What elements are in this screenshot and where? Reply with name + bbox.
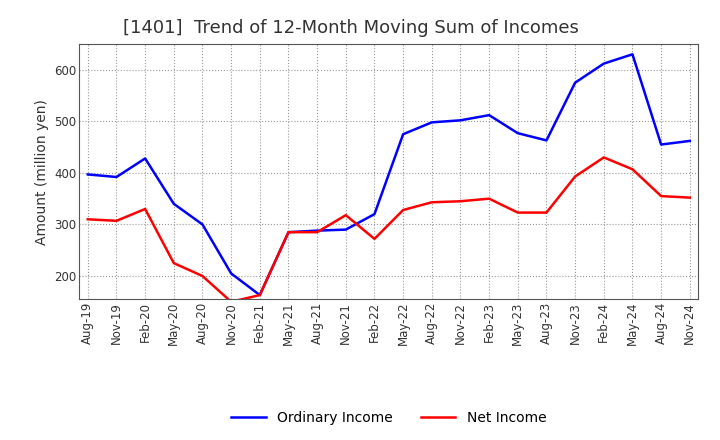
Net Income [227,299,235,304]
Text: [1401]  Trend of 12-Month Moving Sum of Incomes: [1401] Trend of 12-Month Moving Sum of I… [122,19,578,37]
Net Income [600,155,608,160]
Ordinary Income [600,61,608,66]
Net Income [341,213,350,218]
Net Income [370,236,379,242]
Net Income [657,194,665,199]
Net Income [169,260,178,266]
Line: Net Income: Net Income [88,158,690,302]
Ordinary Income [456,117,465,123]
Ordinary Income [169,201,178,206]
Ordinary Income [513,131,522,136]
Ordinary Income [112,174,121,180]
Ordinary Income [370,212,379,217]
Ordinary Income [198,222,207,227]
Net Income [84,216,92,222]
Net Income [312,230,321,235]
Net Income [542,210,551,215]
Ordinary Income [657,142,665,147]
Net Income [284,230,293,235]
Ordinary Income [312,228,321,233]
Ordinary Income [685,138,694,143]
Net Income [399,207,408,213]
Line: Ordinary Income: Ordinary Income [88,54,690,295]
Ordinary Income [542,138,551,143]
Net Income [485,196,493,202]
Y-axis label: Amount (million yen): Amount (million yen) [35,99,49,245]
Ordinary Income [227,271,235,276]
Ordinary Income [571,80,580,85]
Net Income [571,174,580,179]
Net Income [628,167,636,172]
Ordinary Income [284,230,293,235]
Net Income [513,210,522,215]
Net Income [456,198,465,204]
Net Income [198,273,207,279]
Legend: Ordinary Income, Net Income: Ordinary Income, Net Income [231,411,546,425]
Ordinary Income [141,156,150,161]
Ordinary Income [428,120,436,125]
Net Income [428,200,436,205]
Ordinary Income [399,132,408,137]
Ordinary Income [256,293,264,298]
Net Income [685,195,694,200]
Net Income [112,218,121,224]
Ordinary Income [341,227,350,232]
Net Income [141,206,150,212]
Ordinary Income [84,172,92,177]
Ordinary Income [485,113,493,118]
Net Income [256,293,264,298]
Ordinary Income [628,51,636,57]
